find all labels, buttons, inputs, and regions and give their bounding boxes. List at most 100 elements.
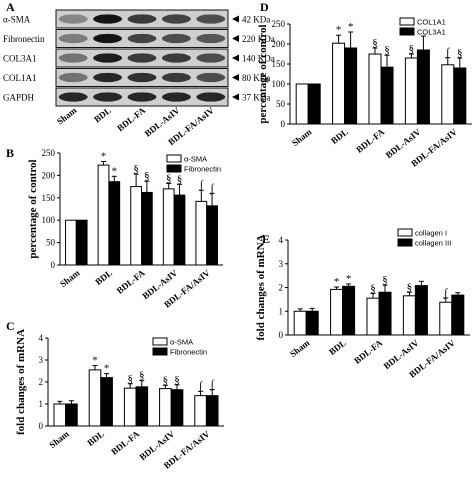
- x-category-label: Sham: [58, 267, 82, 289]
- y-tick-label: 50: [46, 238, 56, 248]
- blot-row: α-SMA 42 KDa: [3, 9, 270, 29]
- blot-band: [58, 72, 88, 83]
- legend-swatch: [399, 27, 415, 36]
- bar: [453, 67, 467, 125]
- y-axis-label: fold changes of mRNA: [255, 234, 267, 340]
- bar: [159, 388, 172, 427]
- significance-mark: §: [177, 173, 183, 185]
- y-tick-label: 0: [279, 330, 284, 340]
- bar: [414, 285, 428, 336]
- blot-arrow-icon: [232, 54, 239, 62]
- x-category-label: Sham: [290, 126, 314, 148]
- blot-arrow-icon: [232, 35, 239, 42]
- x-category-label: BDL-FA: [109, 428, 141, 456]
- blot-arrow-icon: [232, 74, 239, 81]
- bar: [439, 301, 453, 336]
- bar: [332, 42, 346, 125]
- blot-arrow-icon: [232, 15, 239, 23]
- y-tick-label: 100: [272, 79, 286, 89]
- panel-letter: B: [6, 146, 14, 160]
- y-tick-label: 250: [42, 148, 56, 158]
- blot-row: Fibronectin 220 KDa: [3, 29, 275, 48]
- blot-kda-label: 37 KDa: [242, 93, 270, 103]
- legend-label: collagen III: [415, 239, 451, 248]
- blot-band: [93, 33, 123, 44]
- y-tick-label: 1: [39, 399, 44, 409]
- significance-mark: §: [407, 281, 413, 293]
- significance-mark: ∫: [199, 179, 204, 191]
- significance-mark: §: [457, 47, 463, 59]
- significance-mark: *: [104, 363, 110, 375]
- bar: [305, 310, 319, 336]
- blot-band: [127, 72, 157, 83]
- x-category-label: BDL: [329, 127, 350, 146]
- blot-band: [127, 14, 157, 24]
- significance-mark: §: [133, 163, 139, 175]
- blot-band: [161, 72, 191, 83]
- blot-kda-label: 42 KDa: [242, 15, 270, 25]
- y-tick-label: 200: [272, 39, 286, 49]
- y-tick-label: 4: [39, 333, 44, 343]
- bar: [368, 53, 382, 125]
- significance-mark: §: [370, 282, 376, 294]
- legend-label: Fibronectin: [184, 165, 221, 174]
- significance-mark: §: [139, 370, 145, 382]
- significance-mark: *: [112, 165, 118, 177]
- significance-mark: *: [336, 24, 342, 36]
- x-category-label: BDL: [327, 338, 348, 357]
- bar: [344, 47, 358, 125]
- blot-row: GAPDH 37 KDa: [3, 87, 270, 107]
- bar: [293, 310, 307, 336]
- blot-band: [93, 53, 123, 63]
- bar: [195, 200, 208, 266]
- bar: [206, 205, 218, 266]
- blot-band: [161, 14, 191, 24]
- blot-band: [127, 92, 157, 102]
- bar: [88, 369, 102, 427]
- bar: [295, 83, 309, 125]
- significance-mark: *: [101, 151, 107, 163]
- significance-mark: §: [127, 373, 133, 385]
- blot-kda-label: 140 KDa: [242, 54, 275, 64]
- legend-label: COL3A1: [417, 28, 446, 37]
- significance-mark: ∫: [210, 182, 215, 194]
- y-tick-label: 4: [279, 235, 284, 245]
- blot-band: [161, 92, 191, 102]
- blot-band: [196, 53, 226, 63]
- blot-band: [127, 53, 157, 63]
- y-tick-label: 100: [42, 215, 56, 225]
- blot-band: [196, 33, 226, 44]
- blot-band: [93, 72, 123, 83]
- bar: [441, 64, 455, 125]
- blot-band: [93, 14, 123, 24]
- panel-letter: E: [262, 232, 270, 246]
- bar: [402, 295, 416, 336]
- legend-label: collagen I: [415, 229, 447, 238]
- y-axis-label: fold changes of mRNA: [15, 329, 27, 435]
- bar: [366, 297, 380, 336]
- x-category-label: BDL: [93, 268, 114, 287]
- significance-mark: ∫: [443, 287, 448, 299]
- blot-band: [58, 53, 88, 63]
- blot-row: COL3A1 140 KDa: [3, 48, 275, 68]
- y-tick-label: 50: [276, 99, 286, 109]
- y-tick-label: 0: [51, 260, 56, 270]
- y-tick-label: 2: [39, 377, 44, 387]
- bar: [75, 219, 88, 266]
- x-category-label: Sham: [47, 428, 71, 450]
- panel-a-western-blot: A α-SMA 42 KDa Fibronectin 220 KDa COL3A1 140…: [3, 0, 275, 147]
- panel-c-chart: C 0 1 2 3 4 fold changes of mRNA Sham * * BDL § § BDL…: [6, 319, 224, 471]
- blot-band: [58, 33, 88, 44]
- blot-row: COL1A1 80 KDa: [3, 68, 270, 87]
- bar: [330, 288, 344, 336]
- significance-mark: §: [382, 274, 388, 286]
- panel-letter: D: [260, 0, 269, 14]
- blot-protein-label: α-SMA: [3, 15, 31, 25]
- bar: [130, 186, 143, 266]
- bar: [65, 403, 78, 427]
- bar: [404, 57, 418, 125]
- x-category-label: BDL-FA: [352, 337, 384, 365]
- legend-label: α-SMA: [184, 155, 207, 164]
